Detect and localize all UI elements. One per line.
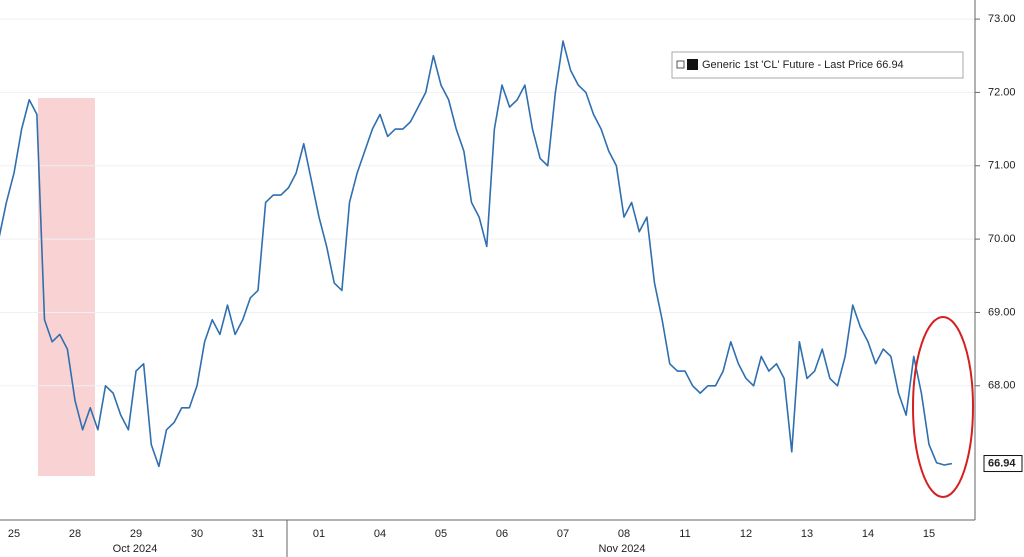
y-tick-label: 68.00 — [988, 380, 1016, 392]
last-price-box — [983, 455, 1023, 473]
x-tick-label: 05 — [435, 528, 447, 540]
x-tick-label: 12 — [740, 528, 752, 540]
x-tick-label: 29 — [130, 528, 142, 540]
x-tick-label: 07 — [557, 528, 569, 540]
y-tick-label: 70.00 — [988, 233, 1016, 245]
x-tick-label: 25 — [8, 528, 20, 540]
y-tick-label: 73.00 — [988, 13, 1016, 25]
month-label: Nov 2024 — [598, 543, 645, 555]
x-tick-label: 14 — [862, 528, 874, 540]
price-line — [0, 40, 953, 468]
legend-toggle[interactable] — [676, 60, 685, 69]
x-tick-label: 04 — [374, 528, 386, 540]
legend-box — [671, 51, 964, 79]
y-tick-label: 72.00 — [988, 86, 1016, 98]
x-tick-label: 13 — [801, 528, 813, 540]
month-label: Oct 2024 — [113, 543, 158, 555]
x-tick-label: 30 — [191, 528, 203, 540]
plot-area — [0, 40, 953, 468]
x-tick-label: 11 — [679, 528, 690, 540]
last-price-label: 66.94 — [988, 457, 1016, 469]
legend-label: Generic 1st 'CL' Future - Last Price 66.… — [702, 59, 904, 71]
x-tick-label: 08 — [618, 528, 630, 540]
legend: Generic 1st 'CL' Future - Last Price 66.… — [671, 51, 964, 79]
y-tick-label: 71.00 — [988, 160, 1016, 172]
x-tick-label: 01 — [313, 528, 325, 540]
y-tick-label: 69.00 — [988, 306, 1016, 318]
x-tick-label: 31 — [252, 528, 264, 540]
legend-swatch — [687, 59, 698, 70]
x-tick-label: 15 — [923, 528, 935, 540]
x-tick-label: 06 — [496, 528, 508, 540]
highlight-region — [38, 98, 95, 476]
x-tick-label: 28 — [69, 528, 81, 540]
highlight-ellipse — [912, 316, 974, 498]
